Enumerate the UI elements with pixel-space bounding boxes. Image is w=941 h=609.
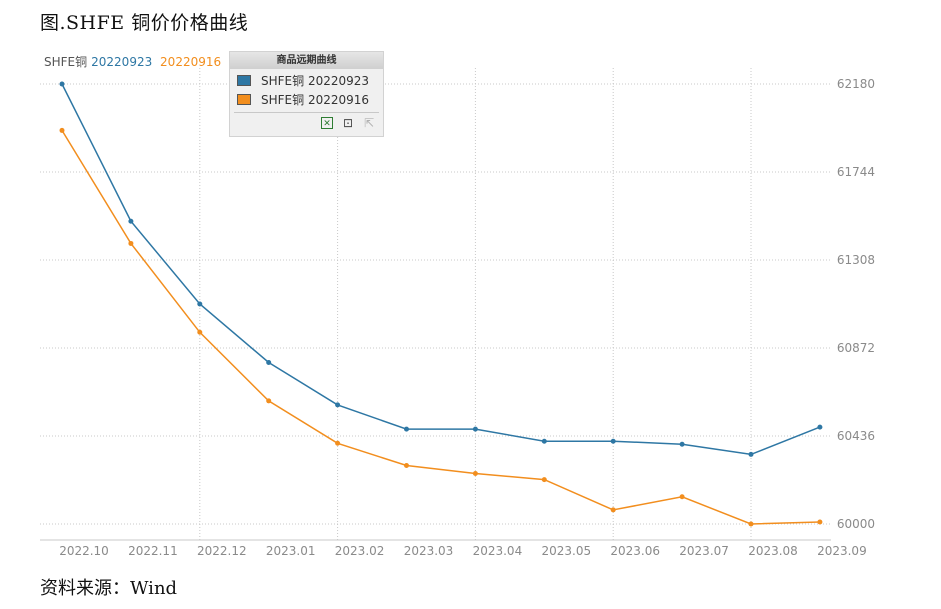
x-tick-label: 2022.12 [197,544,247,558]
series1-point[interactable] [197,301,203,307]
series1-point[interactable] [679,441,685,447]
series2-point[interactable] [541,477,547,483]
x-tick-label: 2023.01 [266,544,316,558]
series2-point[interactable] [404,462,409,468]
chart-top-legend: SHFE铜 20220923 20220916 [44,53,225,70]
series2-point[interactable] [817,519,823,525]
series2-point[interactable] [679,494,685,500]
legend-item-label: SHFE铜 20220923 [261,73,370,88]
series2-point[interactable] [128,240,134,246]
legend-item-series1[interactable]: SHFE铜 20220923 [230,72,383,88]
x-tick-label: 2023.05 [541,544,591,558]
legend-panel-toolbar: ✕ ⊡ ⇱ [230,117,383,129]
y-tick-label: 60872 [837,341,875,355]
forward-curve-legend-panel[interactable]: 商品远期曲线 SHFE铜 20220923 SHFE铜 20220916 ✕ ⊡… [229,51,384,137]
x-tick-label: 2023.04 [473,544,523,558]
figure-source: 资料来源：Wind [40,578,178,599]
series2-point[interactable] [335,440,341,446]
series1-point[interactable] [128,218,134,224]
series1-point[interactable] [610,438,616,444]
series1-point[interactable] [404,426,409,432]
y-tick-label: 61308 [837,253,875,267]
series2-point[interactable] [610,507,616,513]
series2-point[interactable] [266,398,272,404]
x-tick-label: 2023.03 [404,544,454,558]
legend-item-series2[interactable]: SHFE铜 20220916 [230,91,383,107]
legend-date-series1[interactable]: 20220923 [91,55,153,69]
x-tick-label: 2022.11 [128,544,178,558]
legend-panel-title: 商品远期曲线 [230,52,383,69]
legend-panel-divider [234,112,379,113]
y-tick-label: 60436 [837,429,875,443]
series1-point[interactable] [541,438,547,444]
figure-title: 图.SHFE 铜价价格曲线 [40,12,249,34]
series1-point[interactable] [335,402,341,408]
crop-icon[interactable]: ⊡ [342,116,354,130]
series-line-2[interactable] [61,130,820,525]
series2-point[interactable] [748,521,754,527]
y-tick-label: 60000 [837,517,875,531]
x-tick-label: 2022.10 [59,544,109,558]
y-tick-label: 61744 [837,165,875,179]
x-tick-label: 2023.06 [610,544,660,558]
legend-commodity-name: SHFE铜 [44,55,88,69]
series-line-1[interactable] [61,83,821,456]
x-tick-label: 2023.09 [817,544,867,558]
series2-point[interactable] [59,127,65,133]
disabled-tool-icon: ⇱ [363,116,375,130]
series1-point[interactable] [748,451,754,457]
x-tick-label: 2023.08 [748,544,798,558]
y-tick-label: 62180 [837,77,875,91]
series2-point[interactable] [472,471,478,477]
legend-swatch-series2 [237,93,251,105]
series2-point[interactable] [197,329,203,335]
legend-date-series2[interactable]: 20220916 [160,55,222,69]
series1-point[interactable] [472,426,478,432]
x-tick-label: 2023.07 [679,544,729,558]
legend-item-label: SHFE铜 20220916 [261,92,370,107]
series1-point[interactable] [59,81,65,87]
excel-export-icon[interactable]: ✕ [321,117,333,129]
x-tick-label: 2023.02 [335,544,385,558]
legend-swatch-series1 [237,74,251,86]
series1-point[interactable] [817,424,823,430]
series1-point[interactable] [266,360,272,366]
